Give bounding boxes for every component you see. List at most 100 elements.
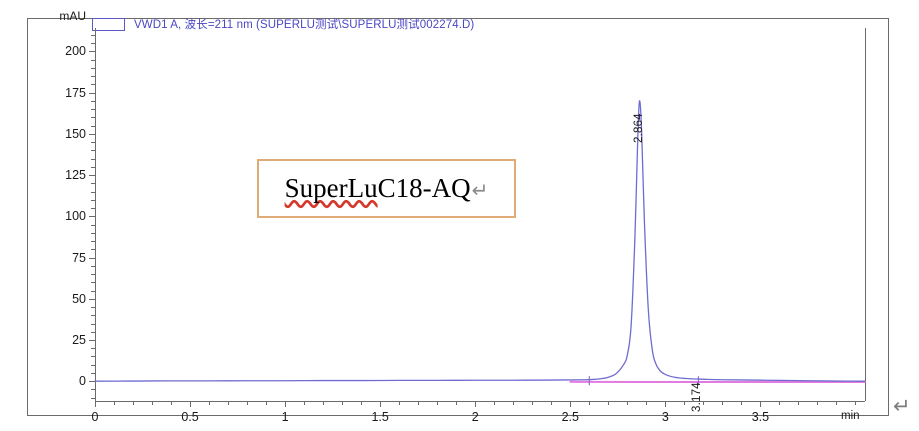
x-axis-minor-tick <box>247 401 249 405</box>
y-axis-minor-tick <box>91 389 95 391</box>
x-axis-minor-tick <box>114 401 115 405</box>
y-axis-minor-tick <box>91 224 95 226</box>
y-axis-tick-label: 150 <box>65 126 86 141</box>
y-axis-title: mAU <box>59 9 86 23</box>
x-axis-minor-tick <box>722 401 724 405</box>
x-axis-minor-tick <box>798 401 800 405</box>
x-axis-major-tick <box>475 401 477 407</box>
y-axis-major-tick <box>89 339 95 341</box>
y-axis-minor-tick <box>91 199 95 201</box>
y-axis-minor-tick <box>91 142 95 144</box>
y-axis-major-tick <box>89 133 95 135</box>
y-axis-tick-label: 175 <box>65 85 86 100</box>
x-axis-major-tick <box>95 401 96 407</box>
y-axis-line <box>95 28 96 401</box>
x-axis-minor-tick <box>209 401 211 405</box>
y-axis-minor-tick <box>91 348 95 350</box>
y-axis-major-tick <box>89 175 95 177</box>
x-axis-minor-tick <box>228 401 230 405</box>
y-axis-minor-tick <box>91 117 95 119</box>
y-axis-minor-tick <box>91 372 95 374</box>
y-axis-minor-tick <box>91 76 95 78</box>
x-axis-minor-tick <box>418 401 420 405</box>
y-axis-minor-tick <box>91 364 95 366</box>
y-axis-minor-tick <box>91 191 95 193</box>
y-axis-minor-tick <box>91 67 95 69</box>
x-axis-minor-tick <box>532 401 534 405</box>
y-axis-minor-tick <box>91 59 95 61</box>
y-axis-minor-tick <box>91 282 95 284</box>
x-axis-tick-label: 0 <box>91 410 99 424</box>
y-axis-minor-tick <box>91 166 95 168</box>
x-axis-major-tick <box>760 401 762 407</box>
x-axis-minor-tick <box>399 401 401 405</box>
x-axis-tick-label: 0.5 <box>181 410 199 424</box>
y-axis-minor-tick <box>91 356 95 358</box>
peak-retention-time-label: 3.174 <box>691 382 704 412</box>
x-axis-minor-tick <box>456 401 458 405</box>
y-axis-minor-tick <box>91 43 95 45</box>
x-axis-minor-tick <box>342 401 344 405</box>
peak-retention-time-label: 2.864 <box>632 113 645 143</box>
x-axis-minor-tick <box>589 401 591 405</box>
y-axis-minor-tick <box>91 109 95 111</box>
x-axis-title: min <box>841 410 860 422</box>
x-axis-minor-tick <box>836 401 838 405</box>
y-axis-minor-tick <box>91 125 95 127</box>
x-axis-minor-tick <box>741 401 743 405</box>
x-axis-tick-label: 2 <box>471 410 479 424</box>
y-axis-minor-tick <box>91 274 95 276</box>
y-axis-tick-label: 0 <box>79 374 86 389</box>
x-axis-minor-tick <box>133 401 135 405</box>
y-axis-minor-tick <box>91 208 95 210</box>
x-axis-minor-tick <box>855 401 857 405</box>
x-axis-minor-tick <box>779 401 781 405</box>
annotation-textbox[interactable]: SuperLu C18-AQ ↵ <box>257 159 516 218</box>
y-axis-major-tick <box>89 51 95 53</box>
y-axis-tick-label: 100 <box>65 209 86 224</box>
x-axis-minor-tick <box>684 401 686 405</box>
y-axis-minor-tick <box>91 100 95 102</box>
legend-label: VWD1 A, 波长=211 nm (SUPERLU测试\SUPERLU测试00… <box>134 19 475 31</box>
y-axis-major-tick <box>89 216 95 218</box>
y-axis-tick-label: 75 <box>72 250 86 265</box>
annotation-text: SuperLu C18-AQ ↵ <box>285 173 489 204</box>
return-mark-icon: ↵ <box>893 395 911 418</box>
x-axis-tick-label: 1 <box>281 410 289 424</box>
x-axis-tick-label: 2.5 <box>561 410 579 424</box>
x-axis-minor-tick <box>513 401 515 405</box>
x-axis-tick-label: 1.5 <box>371 410 389 424</box>
x-axis-minor-tick <box>323 401 325 405</box>
y-axis-minor-tick <box>91 84 95 86</box>
x-axis-line <box>95 401 865 402</box>
x-axis-minor-tick <box>703 401 705 405</box>
x-axis-minor-tick <box>266 401 268 405</box>
x-axis-tick-label: 3.5 <box>751 410 770 424</box>
y-axis-tick-label: 125 <box>65 168 86 183</box>
y-axis-major-tick <box>89 298 95 300</box>
y-axis-tick-label: 25 <box>72 332 86 347</box>
annotation-rest-text: C18-AQ <box>377 173 471 203</box>
x-axis-minor-tick <box>646 401 648 405</box>
x-axis-minor-tick <box>551 401 553 405</box>
x-axis-major-tick <box>665 401 667 407</box>
x-axis-major-tick <box>285 401 287 407</box>
y-axis-major-tick <box>89 381 95 383</box>
y-axis-minor-tick <box>91 150 95 152</box>
y-axis-minor-tick <box>91 397 95 399</box>
plot-inner: mAU 0 25 50 75 100 125 150 175 200 0 0.5 1 1.5 2 2.5 3 3… <box>59 9 866 424</box>
y-axis-tick-label: 50 <box>72 291 86 306</box>
right-axis-line <box>865 28 866 401</box>
y-axis-minor-tick <box>91 183 95 185</box>
annotation-misspelled-word: SuperLu <box>284 173 378 203</box>
y-axis-minor-tick <box>91 290 95 292</box>
y-axis-tick-label: 200 <box>65 44 86 59</box>
x-axis-tick-label: 3 <box>661 410 669 424</box>
chart-legend: VWD1 A, 波长=211 nm (SUPERLU测试\SUPERLU测试00… <box>92 16 474 32</box>
y-axis-major-tick <box>89 257 95 259</box>
y-axis-minor-tick <box>91 158 95 160</box>
y-axis-minor-tick <box>91 241 95 243</box>
x-axis-minor-tick <box>437 401 439 405</box>
y-axis-minor-tick <box>91 307 95 308</box>
